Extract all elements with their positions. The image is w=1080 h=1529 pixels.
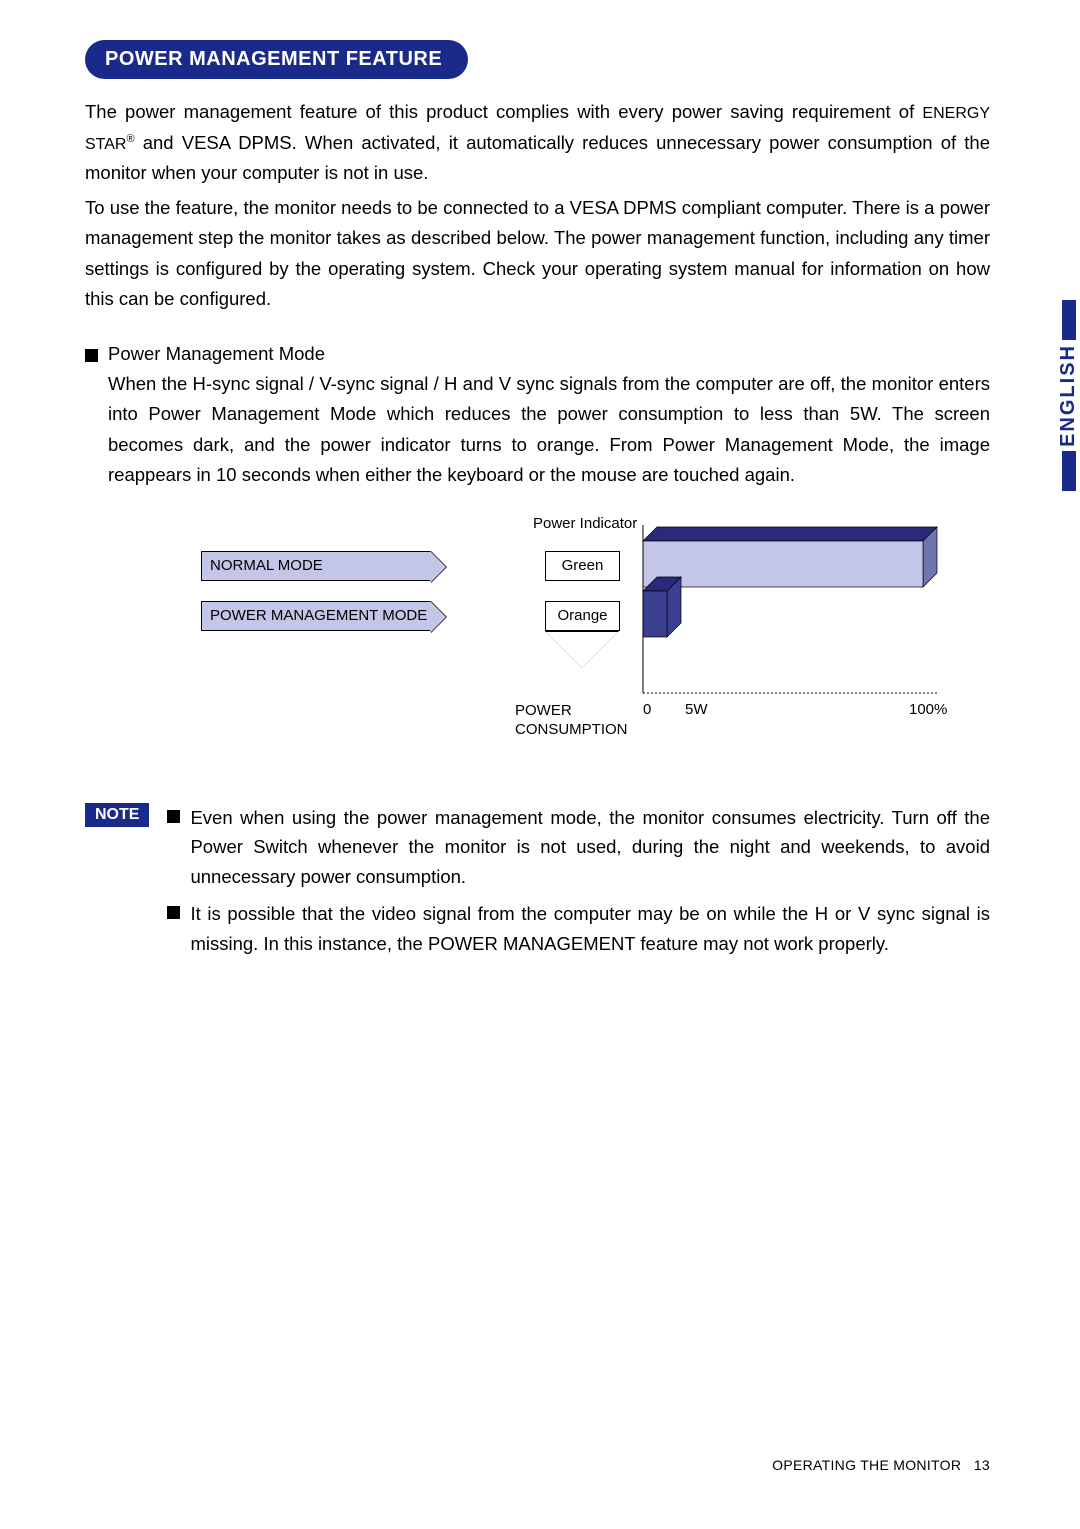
note-item: Even when using the power management mod… — [167, 803, 990, 892]
hundred-label: 100% — [909, 701, 947, 718]
intro-paragraph-1: The power management feature of this pro… — [85, 97, 990, 189]
pi-orange-text: Orange — [557, 607, 607, 624]
note-item: It is possible that the video signal fro… — [167, 899, 990, 958]
pm-mode-content: Power Management Mode When the H-sync si… — [108, 343, 990, 491]
pm-mode-arrow: POWER MANAGEMENT MODE — [201, 601, 431, 631]
language-tab-text: ENGLISH — [1057, 344, 1080, 447]
reg-mark: ® — [126, 132, 134, 144]
pm-mode-section: Power Management Mode When the H-sync si… — [85, 343, 990, 491]
zero-label: 0 — [643, 701, 651, 718]
footer-page-number: 13 — [974, 1457, 990, 1473]
bullet-icon — [85, 349, 98, 362]
power-indicator-label: Power Indicator — [533, 515, 637, 532]
note-list: Even when using the power management mod… — [167, 803, 990, 967]
power-diagram: NORMAL MODE POWER MANAGEMENT MODE Power … — [195, 515, 895, 755]
pm-mode-label: POWER MANAGEMENT MODE — [210, 607, 427, 624]
language-tab: ENGLISH — [1057, 300, 1080, 491]
bullet-icon — [167, 906, 180, 919]
five-w-label: 5W — [685, 701, 708, 718]
pi-orange-box: Orange — [545, 601, 620, 631]
intro-paragraph-2: To use the feature, the monitor needs to… — [85, 193, 990, 315]
tab-bar-icon — [1062, 451, 1076, 491]
intro-1a: The power management feature of this pro… — [85, 101, 922, 122]
intro-1b: and VESA DPMS. When activated, it automa… — [85, 132, 990, 184]
page-footer: OPERATING THE MONITOR 13 — [772, 1457, 990, 1473]
normal-mode-label: NORMAL MODE — [210, 557, 323, 574]
tab-bar-icon — [1062, 300, 1076, 340]
page-title-pill: POWER MANAGEMENT FEATURE — [85, 40, 468, 79]
footer-section: OPERATING THE MONITOR — [772, 1457, 961, 1473]
pm-mode-body: When the H-sync signal / V-sync signal /… — [108, 369, 990, 491]
note-badge: NOTE — [85, 803, 149, 827]
pi-green-text: Green — [562, 557, 604, 574]
bullet-icon — [167, 810, 180, 823]
power-consumption-label: POWER CONSUMPTION — [515, 701, 635, 740]
normal-mode-arrow: NORMAL MODE — [201, 551, 431, 581]
pm-mode-heading: Power Management Mode — [108, 343, 990, 365]
note-text-1: Even when using the power management mod… — [190, 803, 990, 892]
note-text-2: It is possible that the video signal fro… — [190, 899, 990, 958]
pi-green-box: Green — [545, 551, 620, 581]
page: POWER MANAGEMENT FEATURE The power manag… — [0, 0, 1080, 967]
power-chart — [631, 517, 941, 717]
note-section: NOTE Even when using the power managemen… — [85, 803, 990, 967]
down-triangle-icon — [546, 632, 618, 668]
